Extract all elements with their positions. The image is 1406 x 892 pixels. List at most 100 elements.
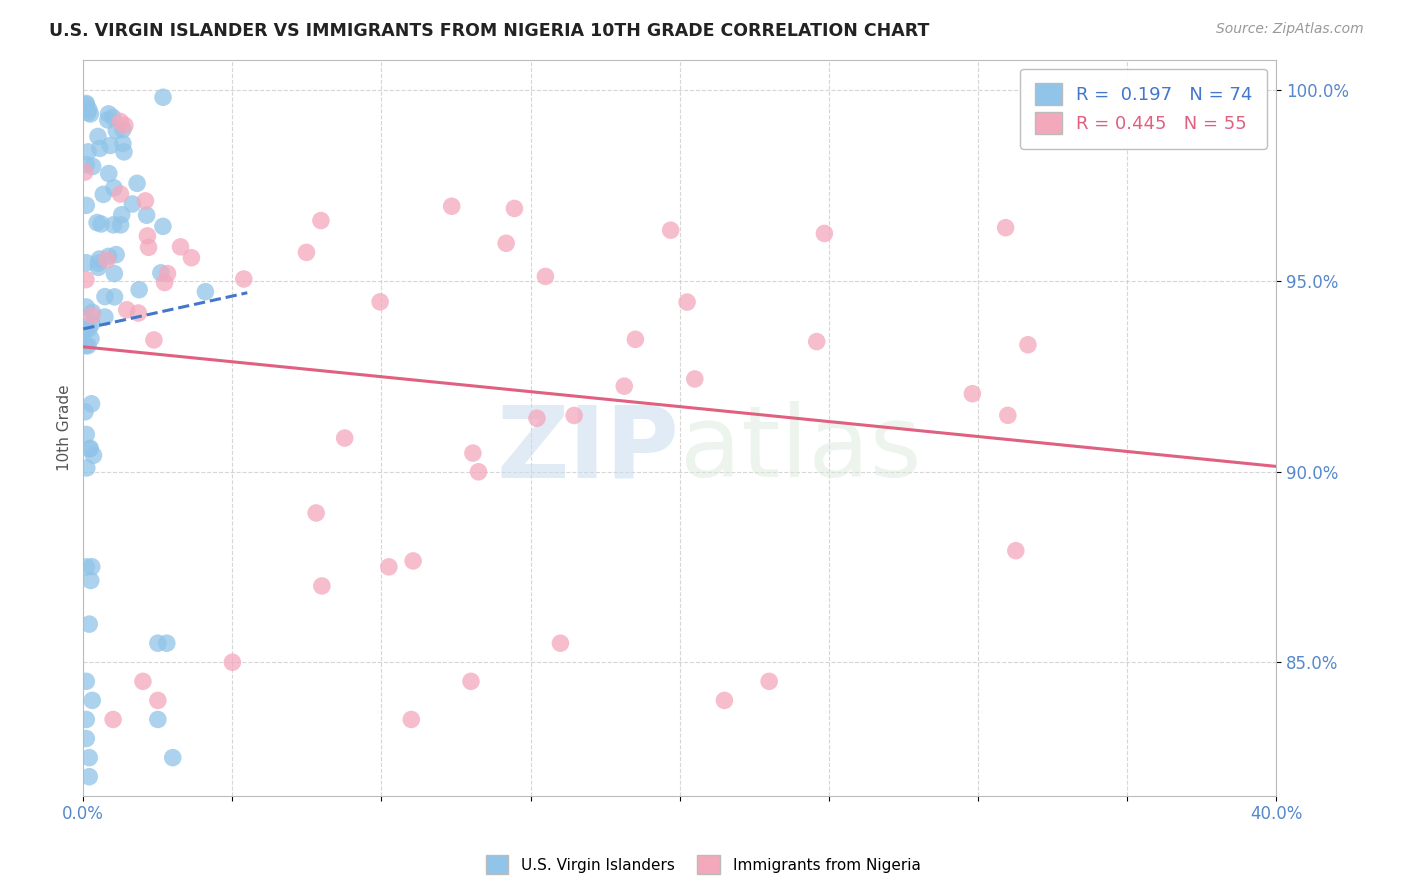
Point <box>152 219 174 234</box>
Point <box>526 411 548 425</box>
Point <box>659 223 682 237</box>
Point <box>162 750 184 764</box>
Point <box>142 333 165 347</box>
Point <box>82 693 104 707</box>
Point <box>1004 543 1026 558</box>
Point <box>401 713 423 727</box>
Point <box>295 245 318 260</box>
Point <box>146 693 169 707</box>
Point <box>467 465 489 479</box>
Point <box>115 302 138 317</box>
Point <box>111 208 134 222</box>
Point <box>80 559 103 574</box>
Point <box>73 405 96 419</box>
Point <box>683 372 706 386</box>
Point <box>75 273 97 287</box>
Point <box>806 334 828 349</box>
Point <box>110 218 132 232</box>
Point <box>80 397 103 411</box>
Point <box>111 122 134 136</box>
Point <box>111 136 134 151</box>
Point <box>232 272 254 286</box>
Point <box>221 655 243 669</box>
Point <box>402 554 425 568</box>
Point <box>89 252 111 266</box>
Point <box>309 213 332 227</box>
Text: atlas: atlas <box>679 401 921 499</box>
Point <box>758 674 780 689</box>
Point <box>440 199 463 213</box>
Point <box>94 310 117 324</box>
Point <box>562 409 585 423</box>
Point <box>461 446 484 460</box>
Point <box>333 431 356 445</box>
Point <box>98 138 121 153</box>
Point <box>676 295 699 310</box>
Text: Source: ZipAtlas.com: Source: ZipAtlas.com <box>1216 22 1364 37</box>
Point <box>91 187 114 202</box>
Point <box>103 181 125 195</box>
Point <box>101 713 124 727</box>
Point <box>77 750 100 764</box>
Point <box>624 332 647 346</box>
Point <box>76 461 98 475</box>
Point <box>77 321 100 335</box>
Point <box>114 119 136 133</box>
Point <box>146 713 169 727</box>
Point <box>146 636 169 650</box>
Point <box>132 674 155 689</box>
Point <box>77 770 100 784</box>
Point <box>87 256 110 270</box>
Point <box>103 218 125 232</box>
Point <box>105 123 128 137</box>
Point <box>378 559 401 574</box>
Point <box>460 674 482 689</box>
Point <box>495 236 517 251</box>
Point <box>75 731 97 746</box>
Point <box>713 693 735 707</box>
Point <box>550 636 572 650</box>
Point <box>79 442 101 456</box>
Point <box>121 197 143 211</box>
Point <box>101 111 124 125</box>
Point <box>89 141 111 155</box>
Point <box>997 409 1019 423</box>
Point <box>156 636 179 650</box>
Point <box>180 251 202 265</box>
Point <box>83 448 105 462</box>
Point <box>368 294 391 309</box>
Point <box>94 290 117 304</box>
Point <box>75 713 97 727</box>
Point <box>73 323 96 337</box>
Point <box>311 579 333 593</box>
Point <box>125 177 148 191</box>
Point <box>75 427 97 442</box>
Point <box>75 97 97 112</box>
Point <box>87 260 110 275</box>
Point <box>128 283 150 297</box>
Point <box>153 276 176 290</box>
Point <box>503 202 526 216</box>
Point <box>134 194 156 208</box>
Point <box>87 129 110 144</box>
Point <box>75 338 97 352</box>
Point <box>75 256 97 270</box>
Point <box>103 290 125 304</box>
Point <box>149 266 172 280</box>
Text: ZIP: ZIP <box>496 401 679 499</box>
Point <box>75 560 97 574</box>
Point <box>80 332 103 346</box>
Point <box>136 228 159 243</box>
Y-axis label: 10th Grade: 10th Grade <box>58 384 72 471</box>
Point <box>156 267 179 281</box>
Point <box>112 145 135 159</box>
Point <box>97 249 120 263</box>
Point <box>75 96 97 111</box>
Point <box>194 285 217 299</box>
Point <box>77 103 100 117</box>
Point <box>169 240 191 254</box>
Point <box>813 227 835 241</box>
Point <box>80 309 103 323</box>
Point <box>110 186 132 201</box>
Point <box>97 112 120 127</box>
